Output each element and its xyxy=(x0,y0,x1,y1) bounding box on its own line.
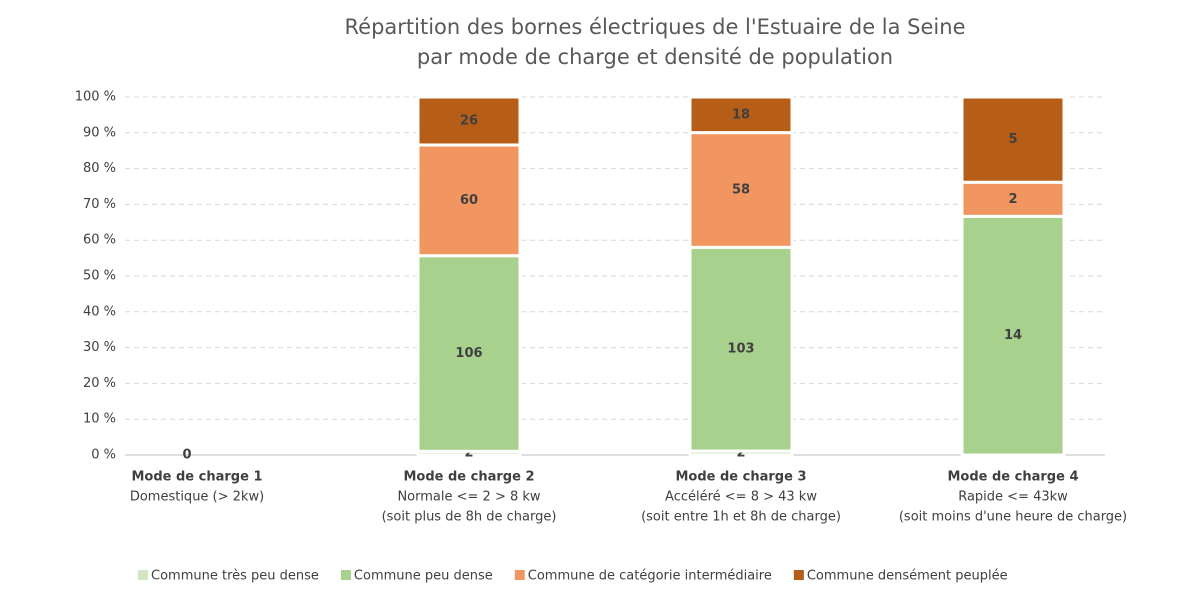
data-label: 14 xyxy=(1004,328,1022,343)
legend-swatch xyxy=(340,570,351,580)
x-tick-description: Accéléré <= 8 > 43 kw xyxy=(665,490,817,505)
data-label: 58 xyxy=(732,182,750,197)
legend-label: Commune peu dense xyxy=(354,569,493,584)
y-tick-label: 50 % xyxy=(83,269,116,284)
bar-segment xyxy=(688,95,794,135)
x-tick-description: (soit entre 1h et 8h de charge) xyxy=(641,510,841,525)
bar-segment xyxy=(688,131,794,249)
y-tick-label: 90 % xyxy=(83,125,116,140)
y-tick-label: 60 % xyxy=(83,233,116,248)
data-label: 18 xyxy=(732,107,750,122)
x-tick-label: Mode de charge 2 xyxy=(403,470,534,485)
bar-segment xyxy=(416,95,522,147)
y-tick-label: 20 % xyxy=(83,376,116,391)
data-label: 5 xyxy=(1008,132,1017,147)
y-tick-label: 70 % xyxy=(83,197,116,212)
legend-label: Commune de catégorie intermédiaire xyxy=(528,569,772,584)
chart-title: Répartition des bornes électriques de l'… xyxy=(345,15,966,39)
data-label: 26 xyxy=(460,113,478,128)
bar-segment xyxy=(960,95,1066,184)
y-tick-label: 30 % xyxy=(83,340,116,355)
y-tick-label: 40 % xyxy=(83,304,116,319)
x-tick-description: Normale <= 2 > 8 kw xyxy=(397,490,540,505)
data-label: 106 xyxy=(455,346,482,361)
x-tick-label: Mode de charge 3 xyxy=(675,470,806,485)
bar-segment xyxy=(960,214,1066,457)
x-tick-label: Mode de charge 1 xyxy=(131,470,262,485)
data-label: 60 xyxy=(460,193,478,208)
bar-segment xyxy=(688,245,794,453)
chart-title: par mode de charge et densité de populat… xyxy=(417,45,893,69)
bar-segment xyxy=(416,143,522,258)
legend-label: Commune densément peuplée xyxy=(807,569,1008,584)
x-tick-description: Domestique (> 2kw) xyxy=(130,490,264,505)
y-tick-label: 10 % xyxy=(83,412,116,427)
data-label: 2 xyxy=(1008,192,1017,207)
legend-swatch xyxy=(138,570,148,580)
legend-swatch xyxy=(514,570,525,580)
x-tick-description: (soit plus de 8h de charge) xyxy=(382,510,557,525)
legend-swatch xyxy=(793,570,804,580)
x-tick-description: Rapide <= 43kw xyxy=(958,490,1068,505)
data-label: 103 xyxy=(727,342,754,357)
data-label: 2 xyxy=(736,446,745,461)
y-tick-label: 100 % xyxy=(75,90,116,105)
data-label: 0 xyxy=(182,448,191,463)
data-label: 2 xyxy=(464,446,473,461)
x-tick-label: Mode de charge 4 xyxy=(947,470,1078,485)
legend-label: Commune très peu dense xyxy=(151,569,319,584)
y-tick-label: 0 % xyxy=(91,448,116,463)
x-tick-description: (soit moins d'une heure de charge) xyxy=(899,510,1127,525)
y-tick-label: 80 % xyxy=(83,161,116,176)
